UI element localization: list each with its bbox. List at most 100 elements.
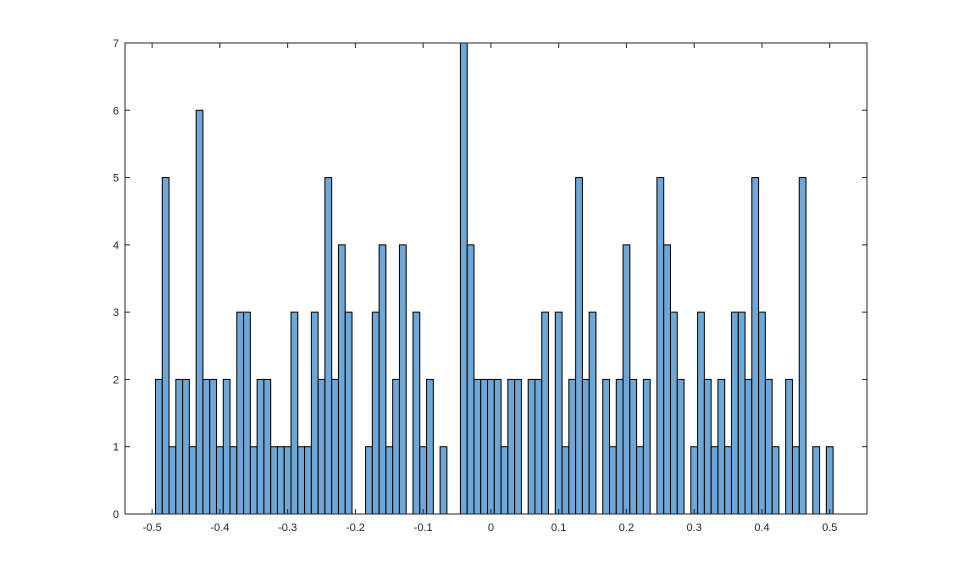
histogram-bar	[480, 378, 489, 515]
x-tick-label: -0.2	[346, 522, 365, 534]
y-tick-label: 4	[113, 240, 119, 252]
histogram-bar	[615, 378, 624, 515]
histogram-bar	[785, 378, 793, 515]
histogram-bar	[412, 311, 421, 515]
x-tick-label: -0.5	[143, 522, 162, 534]
x-tick-label: 0.1	[551, 522, 566, 534]
histogram-bar	[249, 446, 258, 515]
histogram-bar	[154, 378, 163, 515]
histogram-bar	[744, 378, 753, 515]
y-tick-label: 6	[113, 105, 119, 117]
histogram-bar	[344, 311, 353, 515]
histogram-bar	[527, 378, 536, 515]
histogram-bar	[758, 311, 766, 515]
histogram-bar	[276, 446, 285, 515]
histogram-bar	[459, 42, 468, 515]
x-tick-label: -0.1	[414, 522, 433, 534]
histogram-bar	[385, 446, 394, 515]
histogram-bar	[168, 446, 177, 515]
histogram-bar	[629, 378, 638, 515]
axes-box	[124, 42, 868, 515]
histogram-bar	[331, 378, 339, 515]
x-tick-label: -0.4	[210, 522, 229, 534]
histogram-bar	[703, 378, 712, 515]
histogram-bar	[426, 378, 434, 515]
histogram-bar	[195, 109, 204, 515]
histogram-bar	[656, 177, 665, 515]
histogram-bar	[642, 378, 651, 515]
x-tick-label: -0.3	[278, 522, 297, 534]
y-tick-label: 5	[113, 173, 119, 185]
histogram-bar	[202, 378, 211, 515]
x-tick-label: 0.4	[754, 522, 769, 534]
histogram-bar	[622, 244, 631, 515]
histogram-bar	[588, 311, 597, 515]
x-axis: -0.5 -0.4 -0.3 -0.2 -0.1 0 0.1 0.2 0.3 0.4 0.5	[143, 43, 837, 534]
histogram-bar	[541, 311, 550, 515]
histogram-bar	[710, 446, 719, 515]
x-tick-label: 0.2	[619, 522, 634, 534]
histogram-bar	[263, 378, 272, 515]
histogram-bar	[487, 378, 495, 515]
histogram-bar	[209, 378, 217, 515]
histogram-bar	[473, 378, 482, 515]
histogram-bar	[568, 378, 577, 515]
y-tick-label: 2	[113, 374, 119, 386]
histogram-bar	[317, 378, 326, 515]
histogram-bar	[392, 378, 400, 515]
histogram-bar	[378, 244, 387, 515]
histogram-bar	[439, 446, 448, 515]
histogram-bar	[812, 446, 821, 515]
histogram-bar	[175, 378, 184, 515]
histogram-bar	[507, 378, 516, 515]
histogram-bar	[581, 378, 590, 515]
histogram-bar	[697, 311, 705, 515]
histogram-bar	[534, 378, 543, 515]
y-tick-label: 0	[113, 509, 119, 521]
histogram-bar	[690, 446, 699, 515]
y-tick-label: 7	[113, 38, 119, 50]
histogram-bar	[717, 378, 726, 515]
histogram-bar	[791, 446, 800, 515]
x-tick-label: 0.5	[822, 522, 837, 534]
y-tick-label: 1	[113, 442, 119, 454]
histogram-bar	[283, 446, 292, 515]
histogram-bar	[466, 244, 475, 515]
histogram-bar	[751, 177, 760, 515]
histogram-bar	[270, 446, 278, 515]
x-tick-label: 0.3	[687, 522, 702, 534]
histogram-bar	[676, 378, 685, 515]
histogram-bar	[730, 311, 739, 515]
histogram-bar	[324, 177, 333, 515]
histogram-bar	[561, 446, 570, 515]
histogram-bar	[398, 244, 407, 515]
histogram-bar	[602, 378, 611, 515]
histogram-bar	[256, 378, 265, 515]
histogram-bar	[337, 244, 346, 515]
histogram-bar	[304, 446, 312, 515]
bars-group	[154, 42, 834, 515]
histogram-bar	[737, 311, 746, 515]
histogram-bar	[297, 446, 306, 515]
histogram-bar	[825, 446, 834, 515]
histogram-bar	[222, 378, 231, 515]
histogram-bar	[669, 311, 678, 515]
histogram-bar	[724, 446, 732, 515]
histogram-bar	[243, 311, 251, 515]
histogram-bar	[636, 446, 644, 515]
histogram-bar	[182, 378, 190, 515]
histogram-bar	[161, 177, 170, 515]
histogram-bar	[419, 446, 428, 515]
histogram-bar	[575, 177, 583, 515]
histogram-bar	[609, 446, 617, 515]
histogram-bar	[771, 446, 780, 515]
histogram-bar	[663, 244, 671, 515]
histogram-bar	[229, 446, 238, 515]
histogram-bar	[493, 378, 502, 515]
histogram-bar	[290, 311, 299, 515]
histogram-bar	[365, 446, 373, 515]
histogram-bar	[188, 446, 197, 515]
histogram-bar	[215, 446, 224, 515]
histogram-bar	[236, 311, 245, 515]
